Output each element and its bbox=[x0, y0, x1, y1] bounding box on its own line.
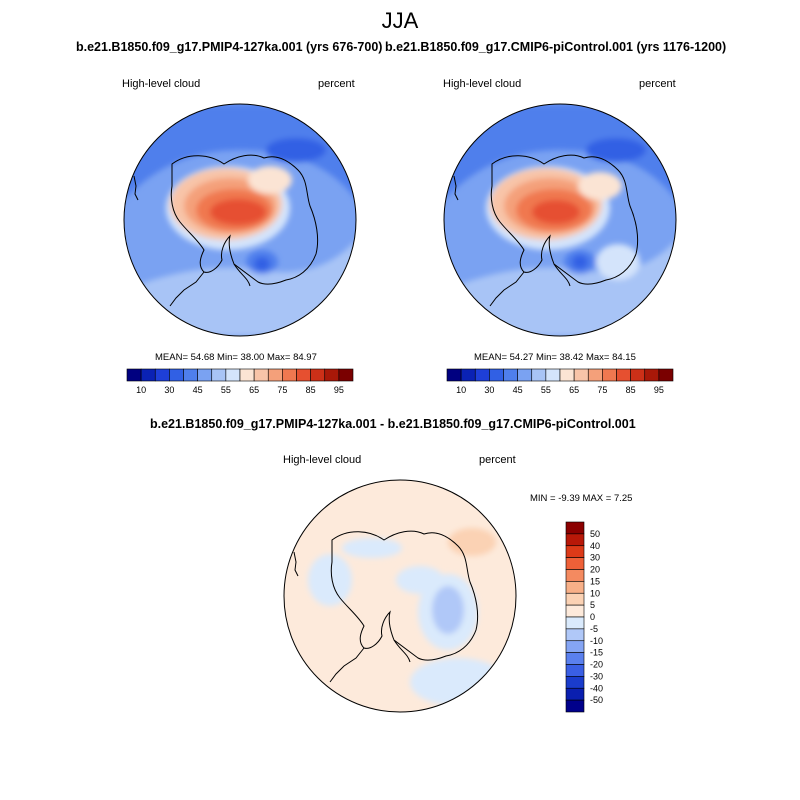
left-colorbar-swatch bbox=[154, 368, 170, 382]
right-colorbar-tick-label: 65 bbox=[569, 385, 579, 395]
left-colorbar-tick-label: 55 bbox=[221, 385, 231, 395]
difference-colorbar-swatch bbox=[565, 521, 585, 535]
difference-colorbar-swatch bbox=[565, 557, 585, 570]
left-colorbar-swatch bbox=[239, 368, 255, 382]
left-colorbar-swatch bbox=[296, 368, 311, 382]
difference-colorbar-tick-label: -30 bbox=[590, 671, 603, 681]
left-colorbar-swatch bbox=[338, 368, 354, 382]
difference-colorbar-tick-label: -5 bbox=[590, 624, 598, 634]
left-panel-units: percent bbox=[318, 78, 355, 90]
left-colorbar-swatch bbox=[126, 368, 142, 382]
right-colorbar-swatch bbox=[587, 368, 603, 382]
difference-colorbar-swatch bbox=[565, 640, 585, 653]
right-panel-variable: High-level cloud bbox=[443, 78, 522, 90]
left-panel-variable: High-level cloud bbox=[122, 78, 201, 90]
right-panel-stats: MEAN= 54.27 Min= 38.42 Max= 84.15 bbox=[474, 352, 636, 363]
left-colorbar-tick-label: 85 bbox=[306, 385, 316, 395]
left-colorbar-tick-label: 65 bbox=[249, 385, 259, 395]
right-map bbox=[443, 103, 677, 337]
difference-colorbar-tick-label: -50 bbox=[590, 695, 603, 705]
difference-colorbar-swatch bbox=[565, 569, 585, 582]
right-colorbar-swatch bbox=[658, 368, 674, 382]
difference-colorbar-swatch bbox=[565, 699, 585, 713]
right-colorbar-tick-label: 85 bbox=[626, 385, 636, 395]
right-colorbar-swatch bbox=[616, 368, 631, 382]
right-colorbar-swatch bbox=[489, 368, 504, 382]
right-colorbar-swatch bbox=[630, 368, 646, 382]
difference-colorbar-tick-label: -20 bbox=[590, 660, 603, 670]
right-colorbar-swatch bbox=[503, 368, 518, 382]
difference-colorbar-tick-label: -15 bbox=[590, 648, 603, 658]
difference-map bbox=[283, 479, 517, 713]
difference-colorbar-swatch bbox=[565, 676, 585, 689]
difference-colorbar-tick-label: 0 bbox=[590, 612, 595, 622]
right-colorbar-swatch bbox=[474, 368, 490, 382]
difference-colorbar-tick-label: -10 bbox=[590, 636, 603, 646]
right-panel-case-title: b.e21.B1850.f09_g17.CMIP6-piControl.001 … bbox=[385, 40, 727, 54]
difference-colorbar-swatch bbox=[565, 616, 585, 630]
difference-colorbar-tick-label: 10 bbox=[590, 588, 600, 598]
right-colorbar-swatch bbox=[531, 368, 547, 382]
left-colorbar-tick-label: 95 bbox=[334, 385, 344, 395]
right-colorbar-swatch bbox=[644, 368, 660, 382]
right-colorbar-swatch bbox=[545, 368, 561, 382]
right-colorbar-tick-label: 10 bbox=[456, 385, 466, 395]
difference-colorbar-swatch bbox=[565, 581, 585, 594]
left-map bbox=[123, 103, 357, 337]
right-colorbar-tick-label: 95 bbox=[654, 385, 664, 395]
left-colorbar-swatch bbox=[267, 368, 283, 382]
difference-colorbar-tick-label: 50 bbox=[590, 529, 600, 539]
right-colorbar-swatch bbox=[559, 368, 575, 382]
right-colorbar-tick-label: 45 bbox=[513, 385, 523, 395]
diff-panel-case-title: b.e21.B1850.f09_g17.PMIP4-127ka.001 - b.… bbox=[150, 417, 636, 431]
left-colorbar-swatch bbox=[197, 368, 213, 382]
right-colorbar-tick-label: 30 bbox=[484, 385, 494, 395]
left-panel-case-title: b.e21.B1850.f09_g17.PMIP4-127ka.001 (yrs… bbox=[76, 40, 383, 54]
difference-colorbar-swatch bbox=[565, 664, 585, 677]
diff-panel-stats: MIN = -9.39 MAX = 7.25 bbox=[530, 493, 633, 504]
difference-colorbar-tick-label: 20 bbox=[590, 565, 600, 575]
figure-title: JJA bbox=[381, 8, 419, 33]
right-colorbar-swatch bbox=[517, 368, 533, 382]
right-colorbar-swatch bbox=[446, 368, 462, 382]
difference-colorbar-swatch bbox=[565, 592, 585, 606]
left-colorbar-tick-label: 10 bbox=[136, 385, 146, 395]
left-colorbar-swatch bbox=[211, 368, 227, 382]
diff-panel-variable: High-level cloud bbox=[283, 454, 362, 466]
left-colorbar: 10 30 45 55 65 75 85 95 bbox=[126, 368, 354, 395]
right-panel-units: percent bbox=[639, 78, 676, 90]
difference-colorbar-swatch bbox=[565, 687, 585, 701]
left-panel-stats: MEAN= 54.68 Min= 38.00 Max= 84.97 bbox=[155, 352, 317, 363]
right-colorbar-swatch bbox=[573, 368, 589, 382]
right-colorbar-swatch bbox=[460, 368, 476, 382]
difference-colorbar-swatch bbox=[565, 533, 585, 547]
left-colorbar-swatch bbox=[225, 368, 241, 382]
difference-colorbar-tick-label: 40 bbox=[590, 541, 600, 551]
right-colorbar-swatch bbox=[602, 368, 617, 382]
left-colorbar-swatch bbox=[310, 368, 326, 382]
difference-colorbar-swatch bbox=[565, 545, 585, 558]
difference-colorbar-swatch bbox=[565, 652, 585, 665]
left-colorbar-swatch bbox=[183, 368, 198, 382]
right-colorbar-tick-label: 55 bbox=[541, 385, 551, 395]
left-colorbar-tick-label: 45 bbox=[193, 385, 203, 395]
difference-colorbar-tick-label: 30 bbox=[590, 553, 600, 563]
left-colorbar-swatch bbox=[140, 368, 156, 382]
left-colorbar-swatch bbox=[324, 368, 340, 382]
right-colorbar: 10 30 45 55 65 75 85 95 bbox=[446, 368, 674, 395]
left-colorbar-tick-label: 30 bbox=[164, 385, 174, 395]
left-colorbar-tick-label: 75 bbox=[277, 385, 287, 395]
left-colorbar-swatch bbox=[253, 368, 269, 382]
right-colorbar-tick-label: 75 bbox=[597, 385, 607, 395]
left-colorbar-swatch bbox=[169, 368, 184, 382]
difference-colorbar-swatch bbox=[565, 628, 585, 642]
difference-colorbar-swatch bbox=[565, 604, 585, 618]
difference-colorbar-tick-label: -40 bbox=[590, 683, 603, 693]
diff-panel-units: percent bbox=[479, 454, 516, 466]
difference-colorbar-tick-label: 5 bbox=[590, 600, 595, 610]
difference-colorbar-tick-label: 15 bbox=[590, 576, 600, 586]
left-colorbar-swatch bbox=[282, 368, 297, 382]
